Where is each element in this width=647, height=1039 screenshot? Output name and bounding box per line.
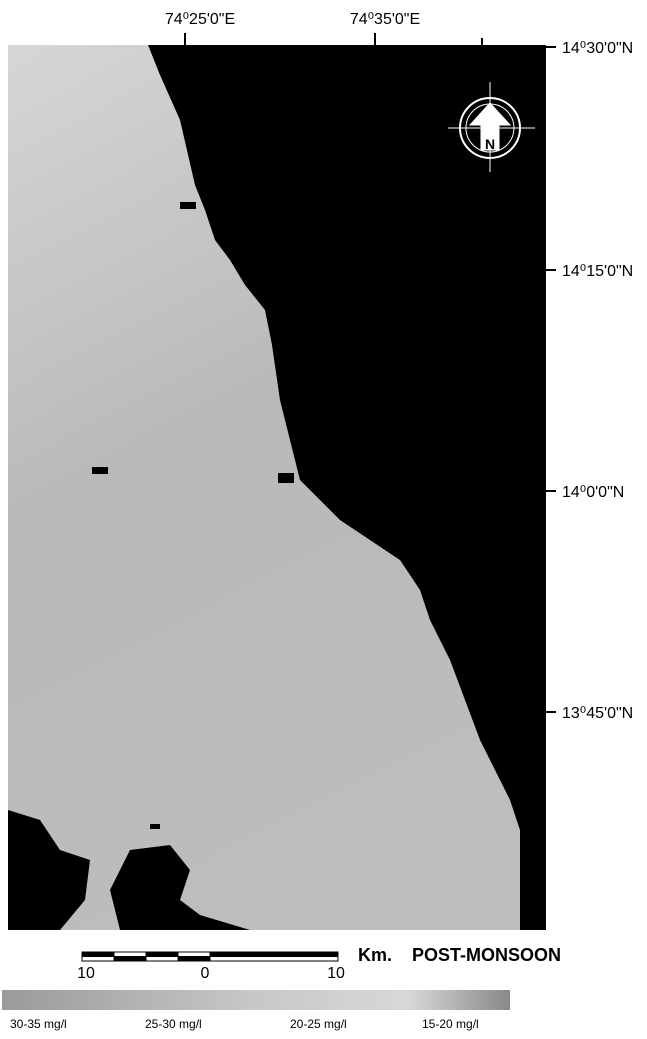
north-label: N [485, 136, 495, 152]
latitude-label: 14⁰15'0"N [562, 263, 633, 280]
legend-ramp [2, 990, 510, 1010]
latitude-label: 14⁰30'0"N [562, 40, 633, 57]
scale-tick: 0 [201, 965, 210, 982]
north-arrow: N [448, 82, 535, 172]
longitude-label: 74⁰35'0"E [350, 11, 420, 28]
longitude-label: 74⁰25'0"E [165, 11, 235, 28]
scale-unit: Km. [358, 945, 392, 965]
legend-label: 25-30 mg/l [145, 1017, 202, 1031]
legend-label: 15-20 mg/l [422, 1017, 479, 1031]
scale-tick: 10 [77, 965, 95, 982]
scale-tick: 10 [327, 965, 345, 982]
latitude-label: 14⁰0'0"N [562, 484, 624, 501]
map-frame [8, 45, 546, 930]
legend-label: 30-35 mg/l [10, 1017, 67, 1031]
latitude-label: 13⁰45'0"N [562, 705, 633, 722]
legend-label: 20-25 mg/l [290, 1017, 347, 1031]
graticule-ticks [184, 33, 556, 713]
scale-bar [81, 951, 339, 962]
map-title: POST-MONSOON [412, 945, 561, 965]
